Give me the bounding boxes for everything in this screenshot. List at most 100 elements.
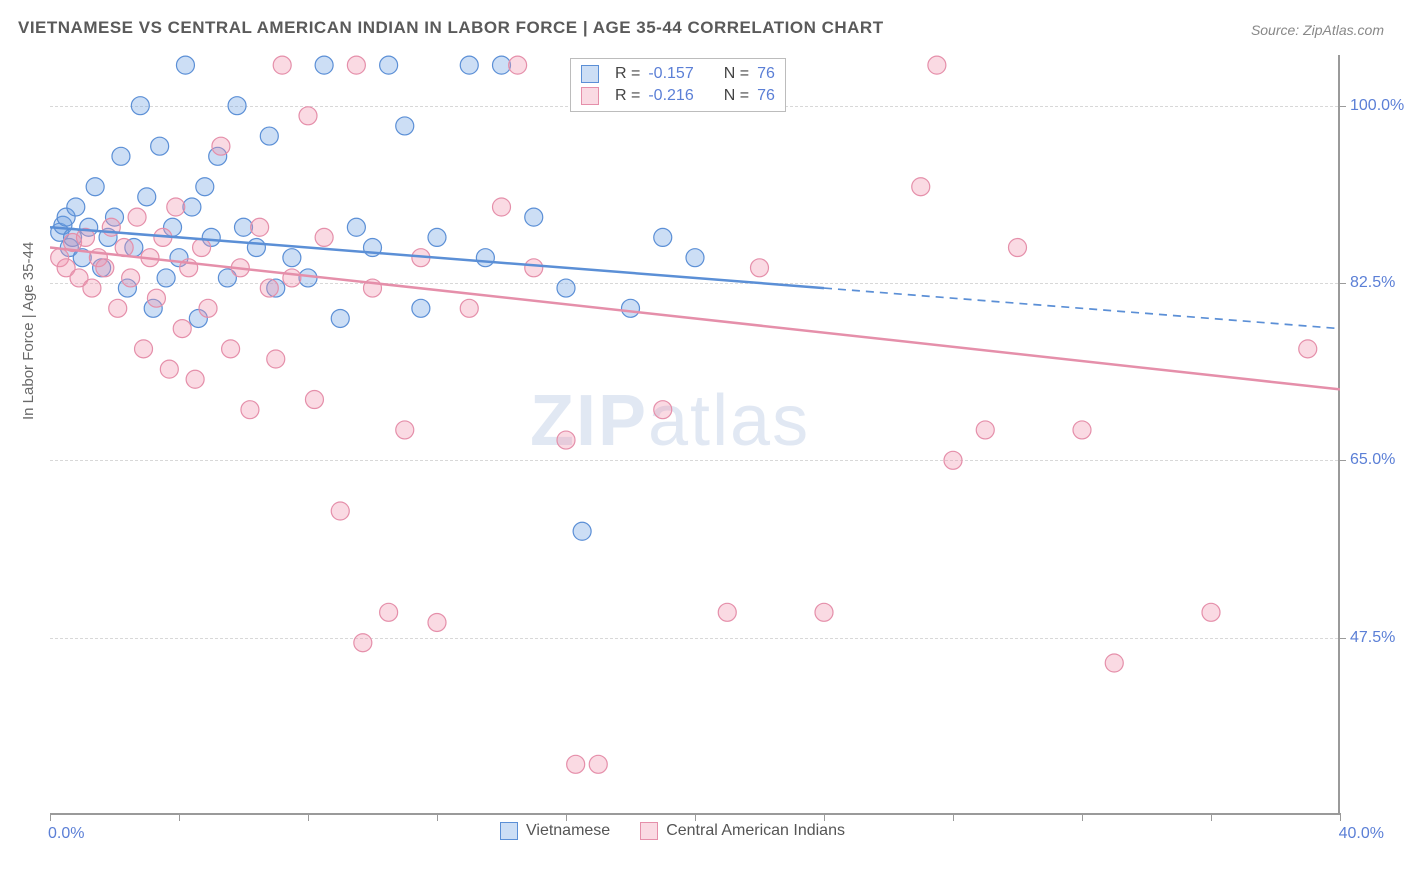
data-point bbox=[1299, 340, 1317, 358]
data-point bbox=[589, 755, 607, 773]
data-point bbox=[160, 360, 178, 378]
data-point bbox=[751, 259, 769, 277]
data-point bbox=[212, 137, 230, 155]
data-point bbox=[912, 178, 930, 196]
data-point bbox=[122, 269, 140, 287]
data-point bbox=[299, 107, 317, 125]
data-point bbox=[260, 127, 278, 145]
x-axis-min-label: 0.0% bbox=[48, 825, 84, 843]
data-point bbox=[235, 218, 253, 236]
stats-r-value: -0.216 bbox=[648, 87, 693, 105]
data-point bbox=[815, 603, 833, 621]
data-point bbox=[138, 188, 156, 206]
data-point bbox=[251, 218, 269, 236]
data-point bbox=[396, 421, 414, 439]
data-point bbox=[428, 613, 446, 631]
data-point bbox=[241, 401, 259, 419]
data-point bbox=[525, 259, 543, 277]
legend-bottom: Vietnamese Central American Indians bbox=[500, 822, 845, 840]
data-point bbox=[109, 299, 127, 317]
data-point bbox=[460, 299, 478, 317]
data-point bbox=[305, 391, 323, 409]
data-point bbox=[222, 340, 240, 358]
data-point bbox=[315, 228, 333, 246]
correlation-stats-box: R = -0.157 N = 76 R = -0.216 N = 76 bbox=[570, 58, 786, 112]
x-axis-max-label: 40.0% bbox=[1339, 825, 1384, 843]
data-point bbox=[283, 269, 301, 287]
data-point bbox=[331, 309, 349, 327]
legend-swatch bbox=[640, 822, 658, 840]
data-point bbox=[199, 299, 217, 317]
data-point bbox=[976, 421, 994, 439]
data-point bbox=[267, 350, 285, 368]
data-point bbox=[718, 603, 736, 621]
data-point bbox=[622, 299, 640, 317]
data-point bbox=[183, 198, 201, 216]
trend-line bbox=[50, 248, 1340, 390]
stats-r-label: R = bbox=[615, 87, 640, 105]
data-point bbox=[167, 198, 185, 216]
data-point bbox=[347, 56, 365, 74]
data-point bbox=[128, 208, 146, 226]
stats-n-value: 76 bbox=[757, 87, 775, 105]
data-point bbox=[83, 279, 101, 297]
data-point bbox=[315, 56, 333, 74]
y-tick-label: 100.0% bbox=[1350, 97, 1404, 115]
legend-item: Central American Indians bbox=[640, 822, 845, 840]
data-point bbox=[944, 451, 962, 469]
stats-swatch bbox=[581, 65, 599, 83]
data-point bbox=[354, 634, 372, 652]
data-point bbox=[509, 56, 527, 74]
stats-row: R = -0.157 N = 76 bbox=[581, 63, 775, 85]
data-point bbox=[1202, 603, 1220, 621]
data-point bbox=[260, 279, 278, 297]
stats-n-label: N = bbox=[724, 65, 749, 83]
data-point bbox=[557, 279, 575, 297]
stats-swatch bbox=[581, 87, 599, 105]
data-point bbox=[476, 249, 494, 267]
y-tick-label: 47.5% bbox=[1350, 629, 1395, 647]
data-point bbox=[186, 370, 204, 388]
data-point bbox=[460, 56, 478, 74]
y-axis-label: In Labor Force | Age 35-44 bbox=[20, 242, 37, 420]
data-point bbox=[173, 320, 191, 338]
data-point bbox=[428, 228, 446, 246]
data-point bbox=[273, 56, 291, 74]
data-point bbox=[928, 56, 946, 74]
data-point bbox=[176, 56, 194, 74]
y-tick-label: 82.5% bbox=[1350, 274, 1395, 292]
data-point bbox=[67, 198, 85, 216]
source-attribution: Source: ZipAtlas.com bbox=[1251, 22, 1384, 38]
data-point bbox=[86, 178, 104, 196]
stats-r-value: -0.157 bbox=[648, 65, 693, 83]
legend-label: Vietnamese bbox=[526, 822, 610, 839]
x-tick bbox=[1340, 813, 1341, 821]
data-point bbox=[283, 249, 301, 267]
stats-n-value: 76 bbox=[757, 65, 775, 83]
data-point bbox=[573, 522, 591, 540]
legend-label: Central American Indians bbox=[666, 822, 845, 839]
data-point bbox=[396, 117, 414, 135]
data-point bbox=[1105, 654, 1123, 672]
data-point bbox=[1073, 421, 1091, 439]
stats-n-label: N = bbox=[724, 87, 749, 105]
data-point bbox=[157, 269, 175, 287]
trend-line-extrapolated bbox=[824, 288, 1340, 329]
data-point bbox=[135, 340, 153, 358]
data-point bbox=[525, 208, 543, 226]
data-point bbox=[654, 401, 672, 419]
chart-title: VIETNAMESE VS CENTRAL AMERICAN INDIAN IN… bbox=[18, 18, 884, 38]
data-point bbox=[151, 137, 169, 155]
legend-swatch bbox=[500, 822, 518, 840]
data-point bbox=[567, 755, 585, 773]
y-tick-label: 65.0% bbox=[1350, 451, 1395, 469]
data-point bbox=[96, 259, 114, 277]
data-point bbox=[247, 239, 265, 257]
data-point bbox=[147, 289, 165, 307]
data-point bbox=[131, 97, 149, 115]
data-point bbox=[196, 178, 214, 196]
stats-r-label: R = bbox=[615, 65, 640, 83]
data-point bbox=[347, 218, 365, 236]
data-point bbox=[654, 228, 672, 246]
data-point bbox=[412, 299, 430, 317]
